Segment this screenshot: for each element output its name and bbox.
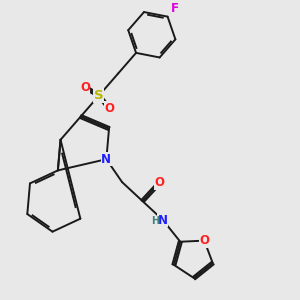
Text: N: N xyxy=(101,153,111,166)
Text: O: O xyxy=(80,81,90,94)
Text: O: O xyxy=(199,234,209,247)
Text: O: O xyxy=(104,102,114,115)
Text: F: F xyxy=(171,2,179,15)
Text: S: S xyxy=(94,89,104,102)
Text: N: N xyxy=(158,214,168,226)
Text: H: H xyxy=(151,217,159,226)
Text: O: O xyxy=(154,176,164,189)
